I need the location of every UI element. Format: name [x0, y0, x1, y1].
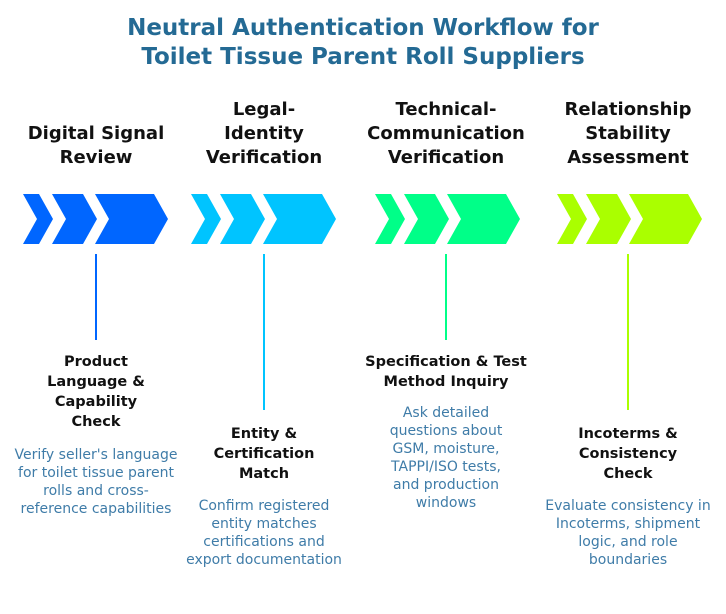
- connector-line: [95, 254, 97, 340]
- step-title: Product Language & Capability Check: [47, 354, 145, 430]
- chevron-large: [629, 194, 702, 244]
- step-title: Specification & Test Method Inquiry: [365, 354, 527, 390]
- step-title: Entity & Certification Match: [213, 426, 315, 482]
- step-title: Incoterms & Consistency Check: [578, 426, 678, 482]
- diagram-title: Neutral Authentication Workflow for Toil…: [127, 15, 599, 70]
- step-description: Evaluate consistency in Incoterms, shipm…: [545, 498, 711, 568]
- stage-heading: Legal-Identity Verification: [205, 99, 323, 168]
- chevron-large: [263, 194, 336, 244]
- chevron-medium: [586, 194, 631, 244]
- connector-line: [263, 254, 265, 410]
- connector-line: [445, 254, 447, 340]
- chevron-small: [23, 194, 53, 244]
- connector-line: [627, 254, 629, 410]
- chevron-arrows-icon: [191, 194, 336, 244]
- chevron-medium: [404, 194, 449, 244]
- chevron-small: [375, 194, 405, 244]
- chevron-medium: [52, 194, 97, 244]
- chevron-arrows-icon: [557, 194, 702, 244]
- chevron-medium: [220, 194, 265, 244]
- chevron-arrows-icon: [23, 194, 168, 244]
- stage-heading: Relationship Stability Assessment: [564, 99, 692, 168]
- chevron-small: [557, 194, 587, 244]
- step-description: Ask detailed questions about GSM, moistu…: [389, 405, 503, 511]
- chevron-small: [191, 194, 221, 244]
- stage-heading: Technical-Communication Verification: [367, 99, 525, 168]
- step-description: Confirm registered entity matches certif…: [186, 498, 342, 568]
- step-description: Verify seller's language for toilet tiss…: [14, 447, 178, 517]
- chevron-arrows-icon: [375, 194, 520, 244]
- stage-heading: Digital Signal Review: [27, 123, 165, 168]
- chevron-large: [95, 194, 168, 244]
- chevron-large: [447, 194, 520, 244]
